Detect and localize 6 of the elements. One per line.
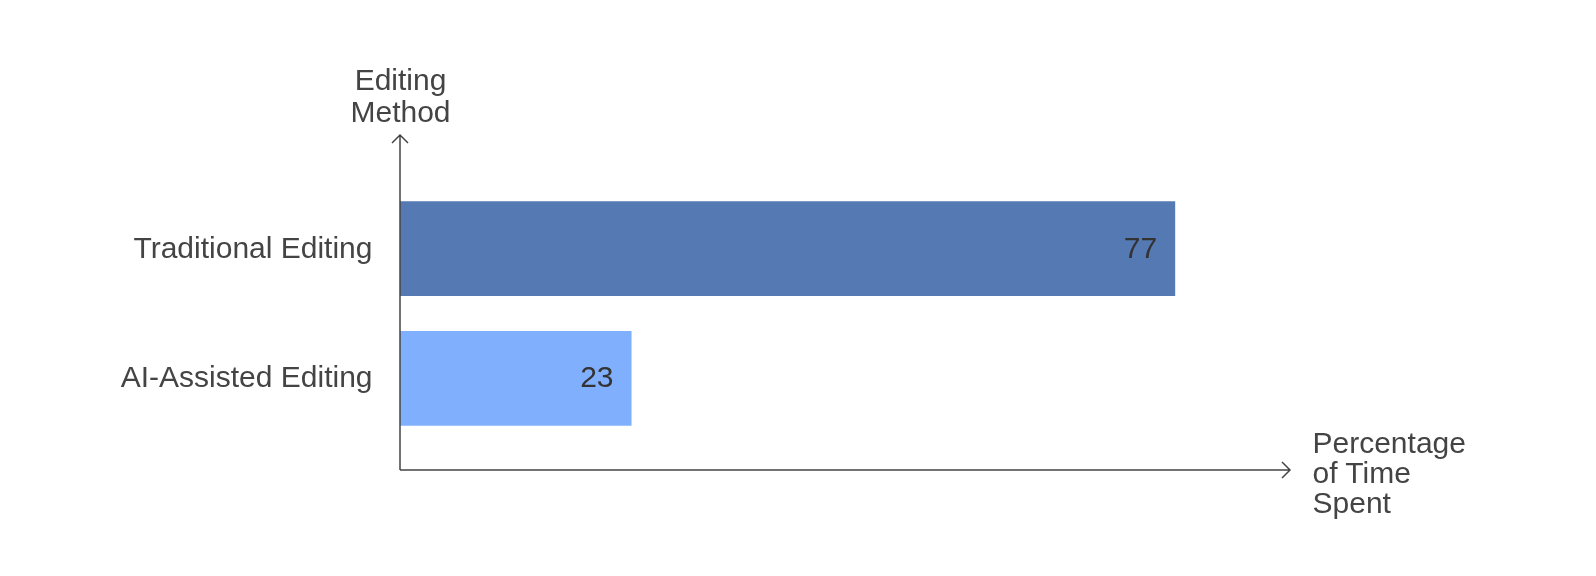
y-axis-title: Editing Method (350, 62, 451, 128)
x-axis-title: Percentage of Time Spent (1312, 425, 1466, 519)
y-tick-label: AI-Assisted Editing (120, 360, 373, 394)
data-label: 23 (580, 360, 614, 394)
y-tick-label: Traditional Editing (133, 230, 373, 264)
data-label: 77 (1123, 230, 1158, 264)
